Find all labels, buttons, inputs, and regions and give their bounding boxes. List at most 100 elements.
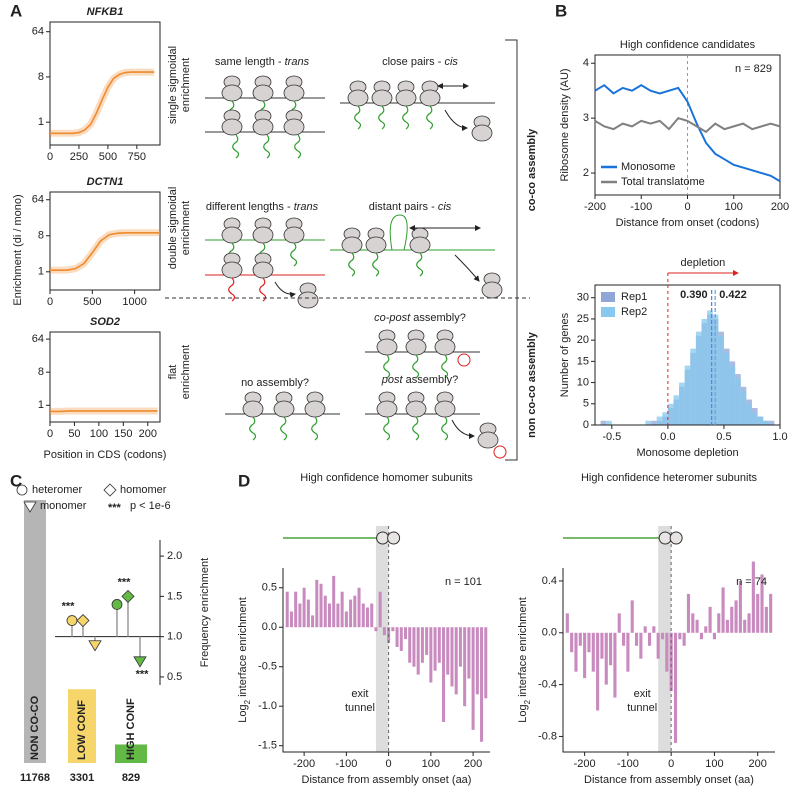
y-tick-label: 0 [583, 419, 589, 431]
bar [399, 627, 403, 651]
nascent-chain [416, 252, 424, 277]
y-tick-label: 15 [577, 355, 589, 367]
x-tick-label: 0 [47, 151, 53, 163]
bar [591, 632, 595, 672]
bar [353, 595, 357, 628]
bar [721, 587, 725, 633]
ribosome-large [405, 400, 427, 418]
bar [433, 627, 437, 671]
marker [111, 599, 123, 610]
bar [570, 632, 574, 653]
x-axis-label: Distance from onset (codons) [616, 217, 760, 229]
nascent-chain [383, 416, 391, 441]
y-tick-label: 64 [32, 194, 44, 206]
x-tick-label: -200 [574, 758, 596, 770]
bar [695, 619, 699, 633]
bar [717, 613, 721, 633]
bar [665, 632, 669, 672]
bar [738, 580, 742, 633]
ribosome-large [242, 400, 264, 418]
diagram-label: no assembly? [241, 377, 309, 389]
ribosome-large [371, 89, 393, 107]
bar [416, 627, 420, 675]
legend-label: Rep1 [621, 291, 647, 303]
panel-label: D [238, 471, 250, 490]
ribosome-large [252, 226, 274, 244]
axis-line [562, 568, 775, 753]
ribosome [669, 531, 683, 545]
bar [600, 632, 604, 659]
row-label: enrichment [180, 58, 192, 112]
text-segment: 2 [243, 699, 252, 704]
x-tick-label: 50 [68, 428, 80, 440]
y-tick-label: 0.5 [167, 671, 182, 683]
y-tick-label: 2.0 [167, 550, 182, 562]
bar [587, 632, 591, 653]
bar [446, 627, 450, 675]
marker [133, 656, 147, 668]
exit-tunnel-label: tunnel [627, 702, 657, 714]
bar [708, 606, 712, 633]
y-tick-label: 0.0 [542, 627, 557, 639]
x-axis-label: Monosome depletion [636, 447, 738, 459]
bar [596, 632, 600, 711]
x-tick-label: 100 [422, 758, 440, 770]
histogram-bar [667, 403, 674, 425]
panel-label: B [555, 1, 567, 20]
x-tick-label: 100 [90, 428, 108, 440]
x-tick-label: -0.5 [602, 431, 621, 443]
bar [704, 626, 708, 633]
nascent-chain [290, 242, 298, 267]
nascent-chain [412, 354, 420, 379]
x-tick-label: 200 [771, 201, 789, 213]
bar [298, 603, 302, 628]
diagram-label: close pairs - cis [382, 56, 458, 68]
nascent-chain [294, 134, 302, 159]
text-segment: interface enrichment [237, 597, 249, 700]
bar [756, 593, 760, 633]
marker [16, 484, 28, 496]
y-tick-label: -0.8 [538, 730, 557, 742]
x-tick-label: 100 [725, 201, 743, 213]
legend-label: homomer [120, 484, 167, 496]
bar [656, 632, 660, 659]
bracket [505, 39, 518, 461]
bar [660, 632, 665, 640]
y-tick-label: 5 [583, 398, 589, 410]
bar [289, 611, 293, 628]
bar [712, 632, 716, 640]
text-segment: same length - [215, 56, 285, 68]
bar [630, 600, 634, 633]
marker [103, 483, 117, 497]
row-label: enrichment [180, 345, 192, 399]
histogram-bar [746, 403, 752, 425]
histogram-bar [606, 420, 612, 425]
data-line [594, 83, 781, 183]
y-axis-label: Ribosome density (AU) [559, 68, 571, 181]
nascent-chain [378, 105, 386, 130]
ribosome-large [365, 236, 387, 254]
bar [395, 627, 399, 647]
chart-title: High confidence candidates [620, 39, 756, 51]
bar [769, 593, 773, 633]
nascent-chain [348, 252, 356, 277]
ribosome-large [471, 124, 493, 142]
x-tick-label: 0 [47, 296, 53, 308]
histogram-bar [600, 420, 607, 425]
x-tick-label: 0.0 [660, 431, 675, 443]
x-axis-label: Distance from assembly onset (aa) [584, 774, 754, 786]
bar [374, 627, 378, 632]
ribosome-large [283, 84, 305, 102]
text-segment: distant pairs - [369, 201, 438, 213]
row-label: double sigmoidal [167, 187, 179, 270]
bar [743, 619, 747, 633]
bar [578, 632, 582, 646]
x-axis-label: Position in CDS (codons) [44, 449, 167, 461]
x-axis-label: Distance from assembly onset (aa) [302, 774, 472, 786]
y-tick-label: -1.0 [258, 700, 277, 712]
annotation: n = 101 [445, 576, 482, 588]
histogram-bar [679, 382, 685, 425]
legend-label: Total translatome [621, 176, 705, 188]
bar [613, 632, 617, 698]
ribosome-large [221, 261, 243, 279]
